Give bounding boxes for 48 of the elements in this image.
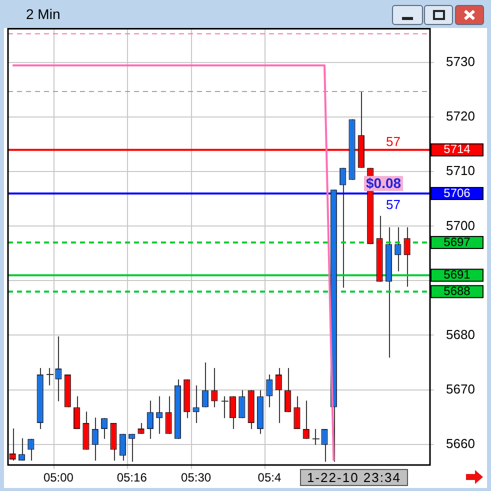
- y-tick-label: 5680: [446, 326, 475, 342]
- x-tick-label: 05:30: [181, 470, 212, 485]
- candlestick: [128, 433, 136, 462]
- y-tick-label: 5660: [446, 436, 475, 451]
- candlestick: [294, 396, 300, 430]
- annotation: 57: [386, 197, 400, 212]
- candlestick: [266, 374, 273, 408]
- y-tick-label: 5700: [446, 218, 475, 233]
- candlestick: [312, 428, 320, 446]
- candlestick: [74, 396, 80, 430]
- chart-title: 2 Min: [26, 6, 60, 22]
- candlestick: [275, 367, 282, 424]
- ref-line-label: 5688: [444, 284, 471, 298]
- candlestick: [9, 428, 16, 462]
- candlestick: [404, 226, 410, 288]
- candlestick: [119, 433, 126, 462]
- candlestick: [18, 438, 26, 462]
- x-tick-label: 05:4: [258, 470, 282, 485]
- candlestick: [211, 367, 218, 408]
- candlestick: [192, 384, 200, 424]
- candlestick: [28, 438, 34, 462]
- candlestick: [221, 396, 229, 419]
- ref-line-label: 5697: [444, 234, 471, 249]
- candlestick: [156, 396, 163, 434]
- candlestick: [92, 417, 98, 462]
- y-tick-label: 5730: [446, 54, 475, 70]
- ref-line-label: 5706: [444, 186, 471, 200]
- candlestick: [284, 367, 292, 413]
- candlestick: [302, 400, 310, 440]
- candlestick: [238, 390, 246, 419]
- ref-line-label: 5691: [444, 268, 471, 282]
- candlestick: [340, 167, 346, 288]
- candlestick: [55, 336, 62, 402]
- candlestick: [146, 400, 154, 440]
- y-tick-label: 5720: [446, 108, 475, 124]
- annotation: $0.08: [364, 175, 404, 191]
- candlestick: [165, 396, 172, 434]
- candlestick: [46, 367, 54, 386]
- candlestick: [321, 428, 328, 462]
- x-tick-label: 05:00: [43, 470, 74, 485]
- annotation: 57: [386, 134, 400, 149]
- x-tick-label: 05:16: [116, 470, 148, 485]
- y-tick-label: 5710: [446, 163, 475, 178]
- candlestick: [202, 362, 209, 408]
- text: 1-22-10 23:34: [300, 469, 408, 486]
- ref-line-label: 5714: [444, 142, 471, 156]
- candlestick: [394, 226, 402, 272]
- y-tick-label: 5670: [446, 381, 475, 396]
